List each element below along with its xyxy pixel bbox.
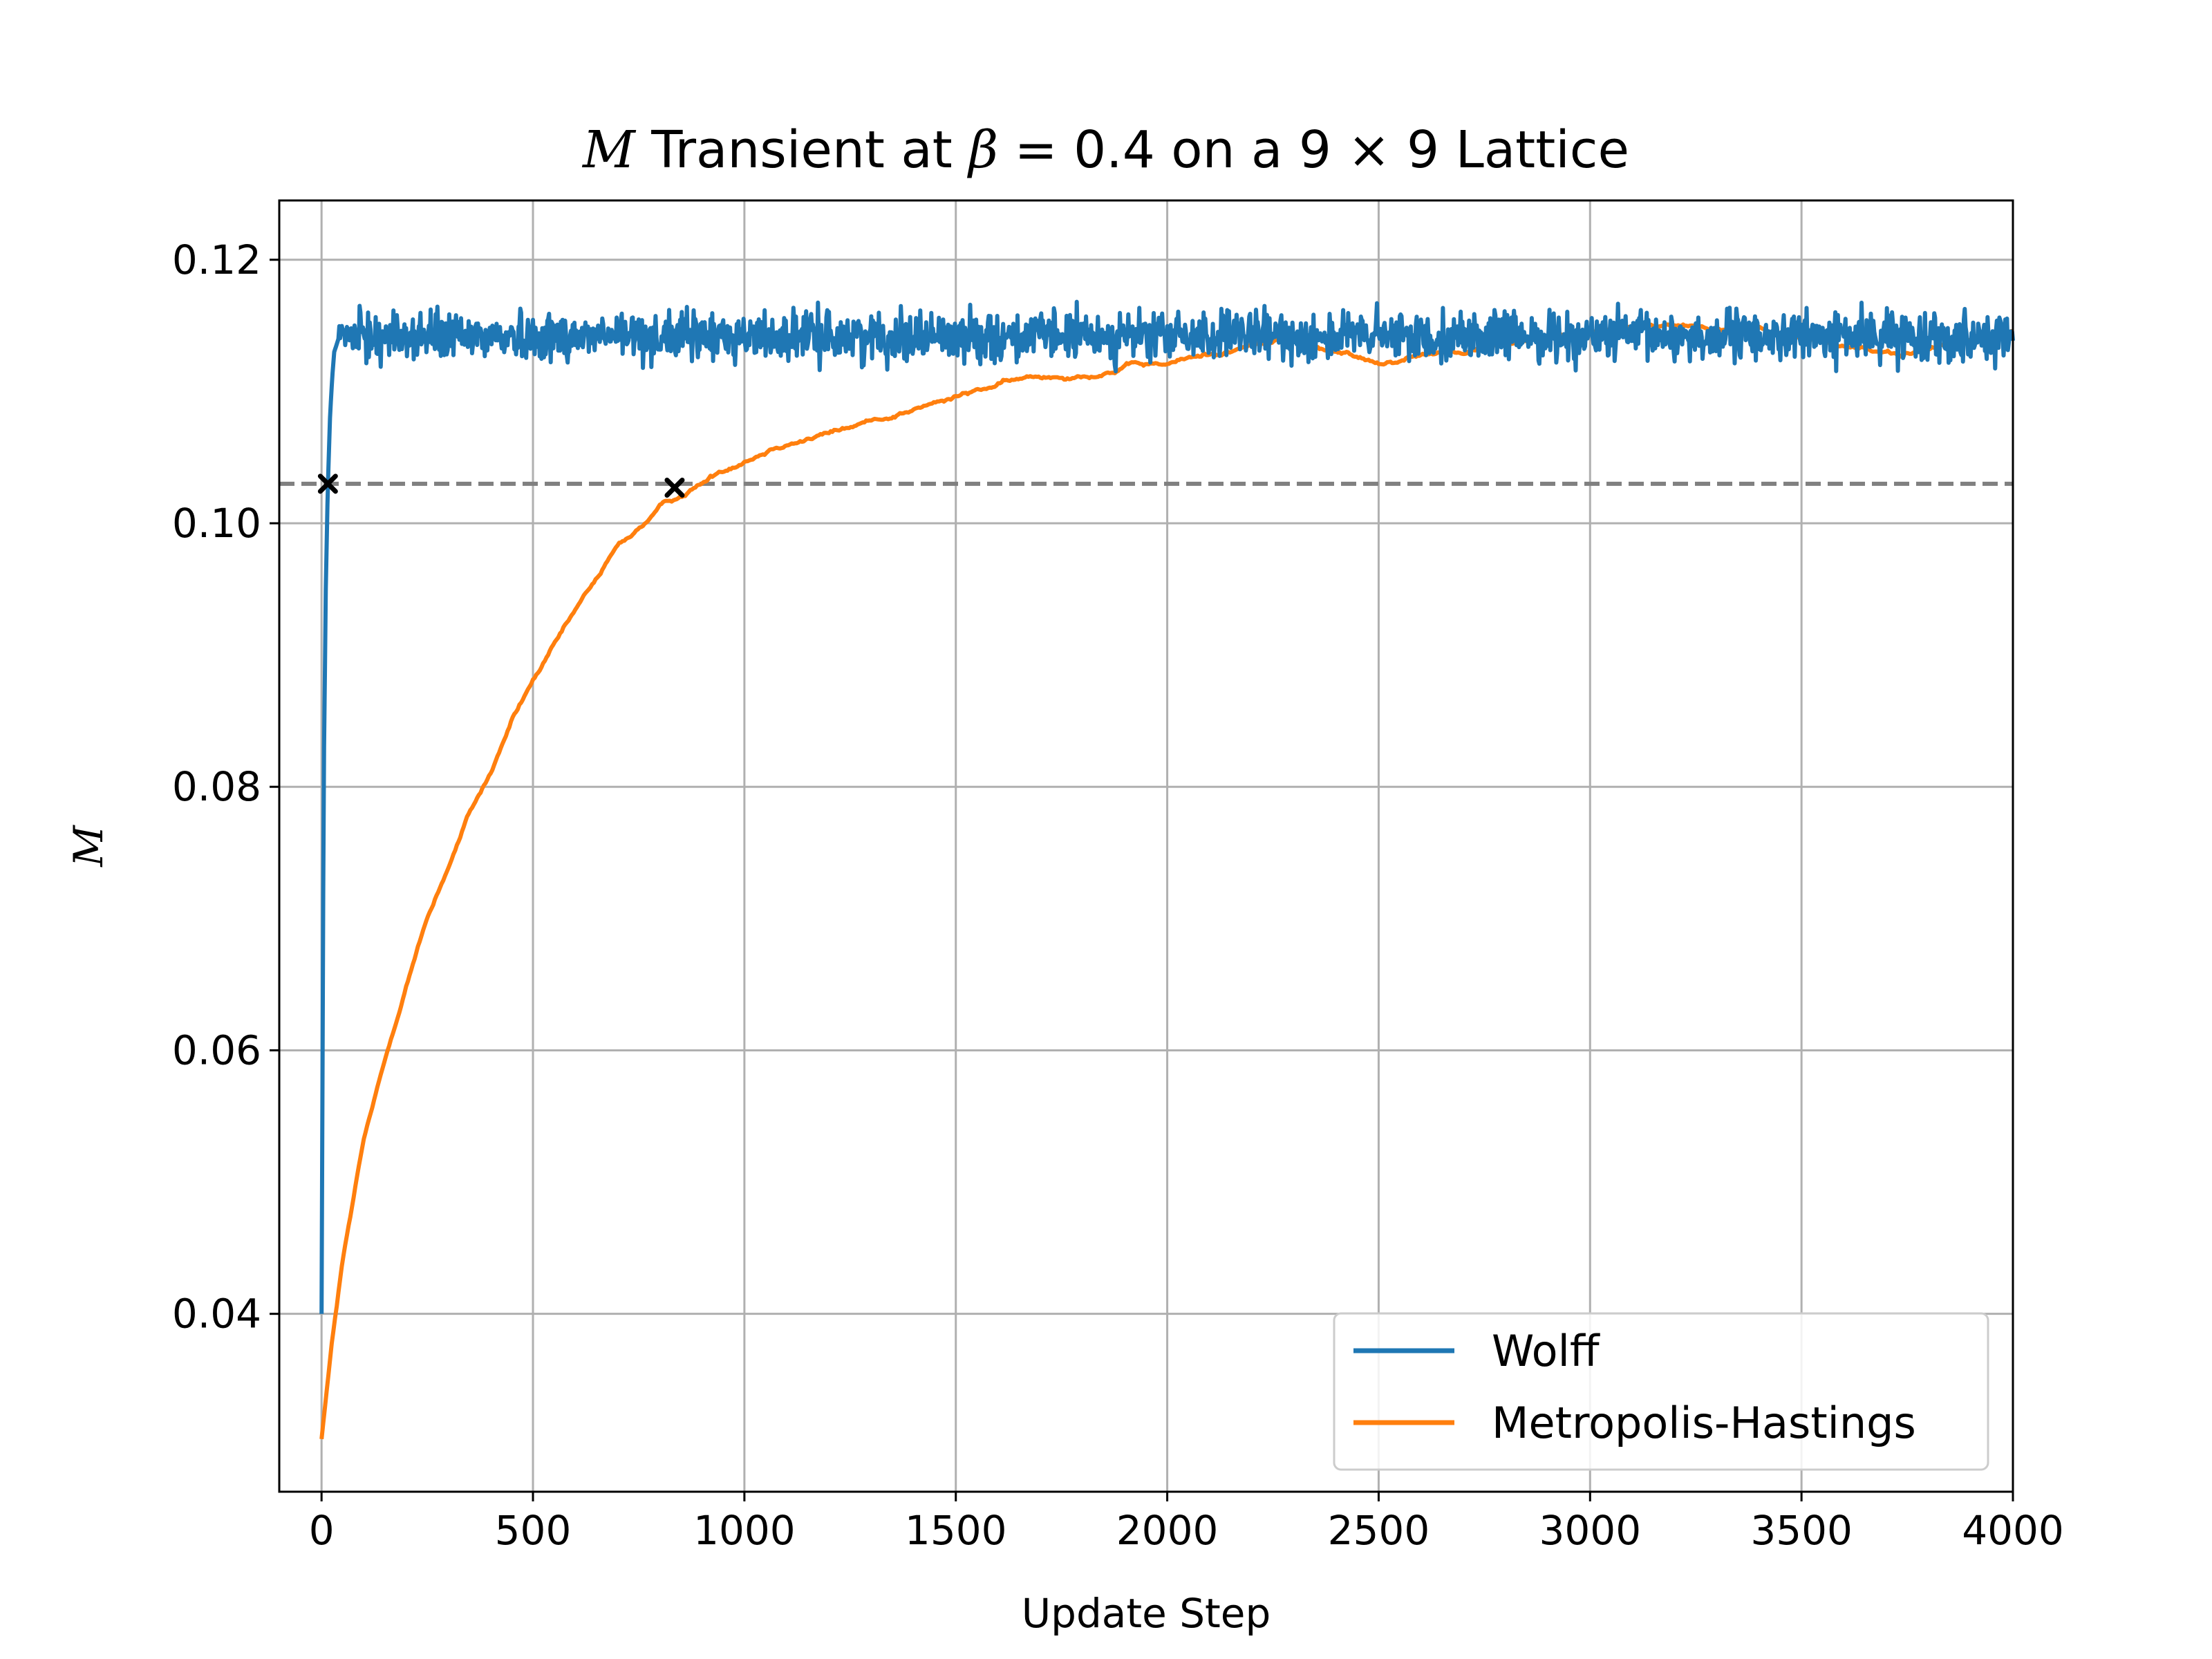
axis-ticks: 0 500 1000 1500 2000 2500 3000 3500 4000 0.04 0.06… xyxy=(172,236,2064,1554)
crossing-marker xyxy=(664,478,685,498)
crossing-marker xyxy=(317,474,338,494)
x-tick-label: 4000 xyxy=(1962,1507,2064,1554)
y-tick-label: 0.08 xyxy=(172,763,261,810)
x-axis-label: Update Step xyxy=(1022,1590,1271,1637)
legend-box xyxy=(1333,1312,1989,1471)
y-tick-label: 0.04 xyxy=(172,1291,261,1338)
series-layer xyxy=(319,299,2015,1440)
x-tick-label: 3500 xyxy=(1750,1507,1853,1554)
series-line-wolff xyxy=(319,299,2015,1314)
x-tick-label: 1000 xyxy=(693,1507,796,1554)
marker-layer xyxy=(317,474,685,498)
x-tick-label: 2000 xyxy=(1116,1507,1219,1554)
x-tick-label: 2500 xyxy=(1328,1507,1430,1554)
y-tick-label: 0.06 xyxy=(172,1027,261,1074)
title-part1: Transient at xyxy=(635,120,968,180)
x-tick-label: 3000 xyxy=(1539,1507,1641,1554)
y-axis-label: M xyxy=(65,825,112,868)
x-tick-label: 0 xyxy=(309,1507,335,1554)
legend-label-metropolis-hastings: Metropolis-Hastings xyxy=(1492,1398,1916,1448)
plot-frame xyxy=(278,199,2014,1493)
legend: Wolff Metropolis-Hastings xyxy=(1333,1312,1989,1471)
legend-label-wolff: Wolff xyxy=(1492,1326,1600,1376)
y-tick-label: 0.10 xyxy=(172,500,261,547)
title-symbol-m: M xyxy=(581,120,637,180)
y-tick-label: 0.12 xyxy=(172,236,261,283)
title-symbol-beta: β xyxy=(966,120,998,180)
title-part2: = 0.4 on a 9 × 9 Lattice xyxy=(998,120,1629,180)
x-tick-label: 500 xyxy=(495,1507,572,1554)
chart-title: M Transient at β = 0.4 on a 9 × 9 Lattic… xyxy=(581,120,1629,180)
x-tick-label: 1500 xyxy=(905,1507,1007,1554)
